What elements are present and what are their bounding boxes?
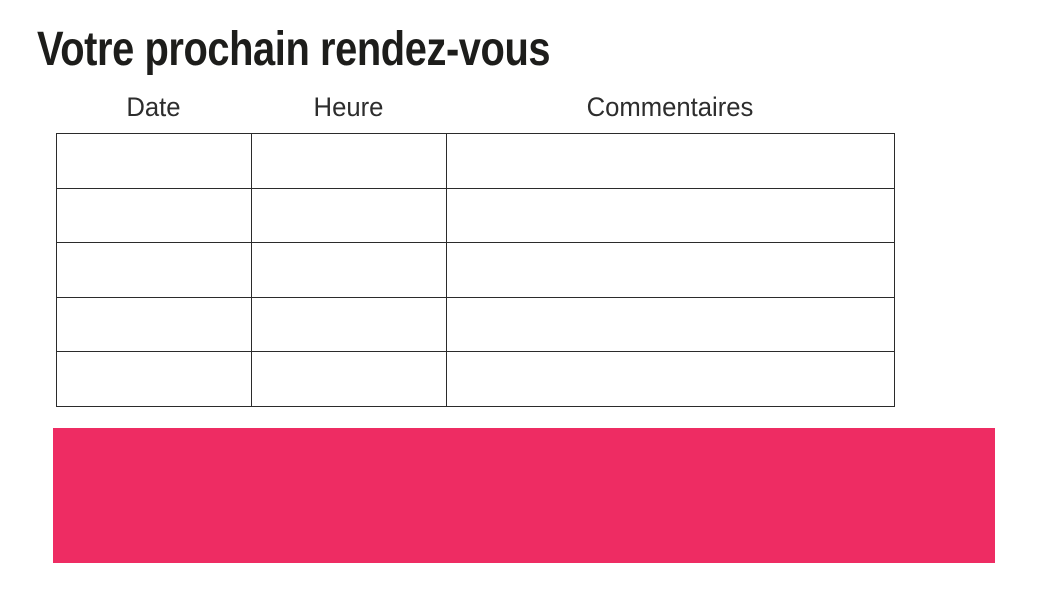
cell-date xyxy=(56,133,252,189)
page-title: Votre prochain rendez-vous xyxy=(37,23,551,76)
cell-commentaires xyxy=(446,351,895,407)
cell-heure xyxy=(251,351,447,407)
cell-heure xyxy=(251,133,447,189)
table-column-headers: Date Heure Commentaires xyxy=(56,93,894,121)
table-row xyxy=(56,187,895,244)
column-header-commentaires: Commentaires xyxy=(586,92,754,122)
cell-date xyxy=(56,242,252,298)
highlight-banner xyxy=(53,428,995,563)
cell-commentaires xyxy=(446,133,895,189)
cell-commentaires xyxy=(446,187,895,244)
column-header-date: Date xyxy=(126,92,181,122)
table-row xyxy=(56,133,895,189)
cell-commentaires xyxy=(446,242,895,298)
table-row xyxy=(56,242,895,298)
cell-commentaires xyxy=(446,296,895,353)
cell-date xyxy=(56,351,252,407)
column-header-heure: Heure xyxy=(313,92,384,122)
cell-heure xyxy=(251,187,447,244)
cell-heure xyxy=(251,296,447,353)
cell-date xyxy=(56,296,252,353)
cell-heure xyxy=(251,242,447,298)
appointments-table xyxy=(56,133,895,407)
cell-date xyxy=(56,187,252,244)
table-row xyxy=(56,296,895,353)
table-row xyxy=(56,351,895,407)
